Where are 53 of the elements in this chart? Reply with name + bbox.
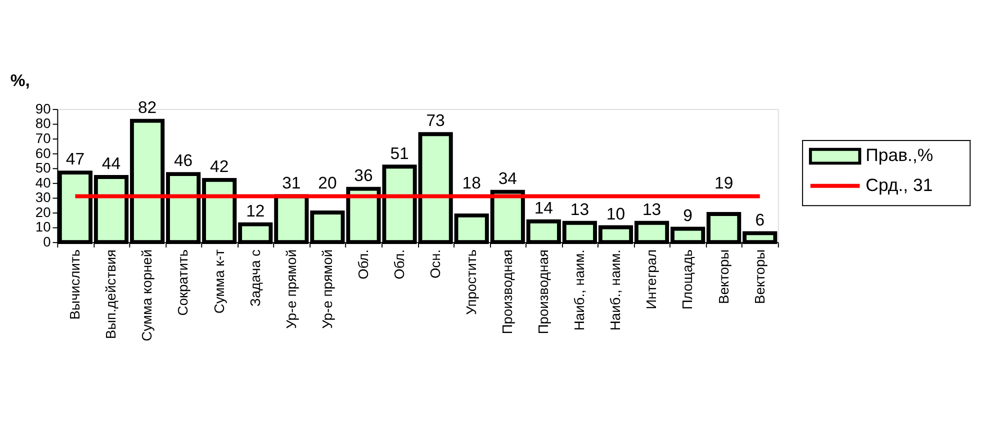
data-label: 18 (462, 173, 481, 192)
data-label: 6 (755, 210, 765, 230)
data-label: 20 (318, 173, 337, 192)
x-tick-label: Ур-е прямой (320, 249, 335, 329)
data-label: 13 (570, 200, 590, 219)
y-tick-label: 90 (35, 101, 52, 116)
x-tick-label: Вычислить (68, 249, 83, 320)
x-tick-label: Обл. (356, 249, 371, 280)
data-label: 34 (498, 168, 517, 188)
y-tick-label: 10 (35, 220, 52, 235)
y-tick-label: 30 (35, 190, 52, 206)
x-tick-label: Векторы (752, 249, 768, 304)
data-label: 47 (66, 150, 85, 169)
x-tick-label: Наиб., наим. (608, 249, 624, 331)
y-tick-label: 80 (35, 116, 52, 132)
data-label: 9 (683, 206, 692, 225)
x-tick-label: Вып.действия (104, 249, 119, 340)
data-label: 82 (138, 98, 157, 117)
data-label: 10 (606, 204, 626, 224)
data-label: 46 (174, 151, 193, 170)
y-tick-label: 0 (43, 234, 52, 250)
y-tick-label: 70 (35, 130, 52, 146)
data-label: 14 (534, 198, 553, 218)
x-tick-label: Сумма к-т (212, 248, 227, 314)
x-tick-label: Задача с (248, 249, 263, 306)
x-tick-label: Наиб., наим. (572, 249, 588, 331)
x-tick-label: Ур-е прямой (284, 249, 299, 329)
x-tick-label: Осн. (428, 249, 443, 279)
data-label: 19 (714, 173, 734, 192)
x-tick-label: Сократить (176, 249, 191, 316)
data-label: 44 (102, 154, 121, 174)
data-label: 51 (390, 144, 409, 163)
x-tick-label: Производная (536, 249, 552, 334)
data-label: 12 (246, 201, 265, 220)
legend-label: Срд., 31 (866, 174, 933, 195)
x-tick-label: Площадь (680, 249, 696, 310)
data-label: 31 (282, 173, 301, 192)
legend-label: Прав.,% (866, 145, 934, 166)
x-tick-label: Интеграл (644, 249, 660, 310)
x-tick-label: Сумма корней (140, 249, 155, 342)
x-tick-label: Векторы (716, 249, 732, 304)
y-axis-title: %, (10, 70, 30, 90)
y-tick-label: 20 (35, 204, 52, 220)
data-label: 73 (426, 111, 445, 130)
y-tick-label: 40 (35, 175, 52, 190)
x-tick-label: Упростить (464, 249, 480, 315)
data-label: 13 (642, 200, 662, 219)
data-label: 42 (210, 157, 229, 176)
y-tick-label: 60 (35, 146, 52, 161)
x-tick-label: Производная (500, 249, 516, 334)
x-tick-label: Обл. (392, 249, 407, 280)
data-label: 36 (354, 166, 373, 185)
y-tick-label: 50 (35, 160, 52, 176)
